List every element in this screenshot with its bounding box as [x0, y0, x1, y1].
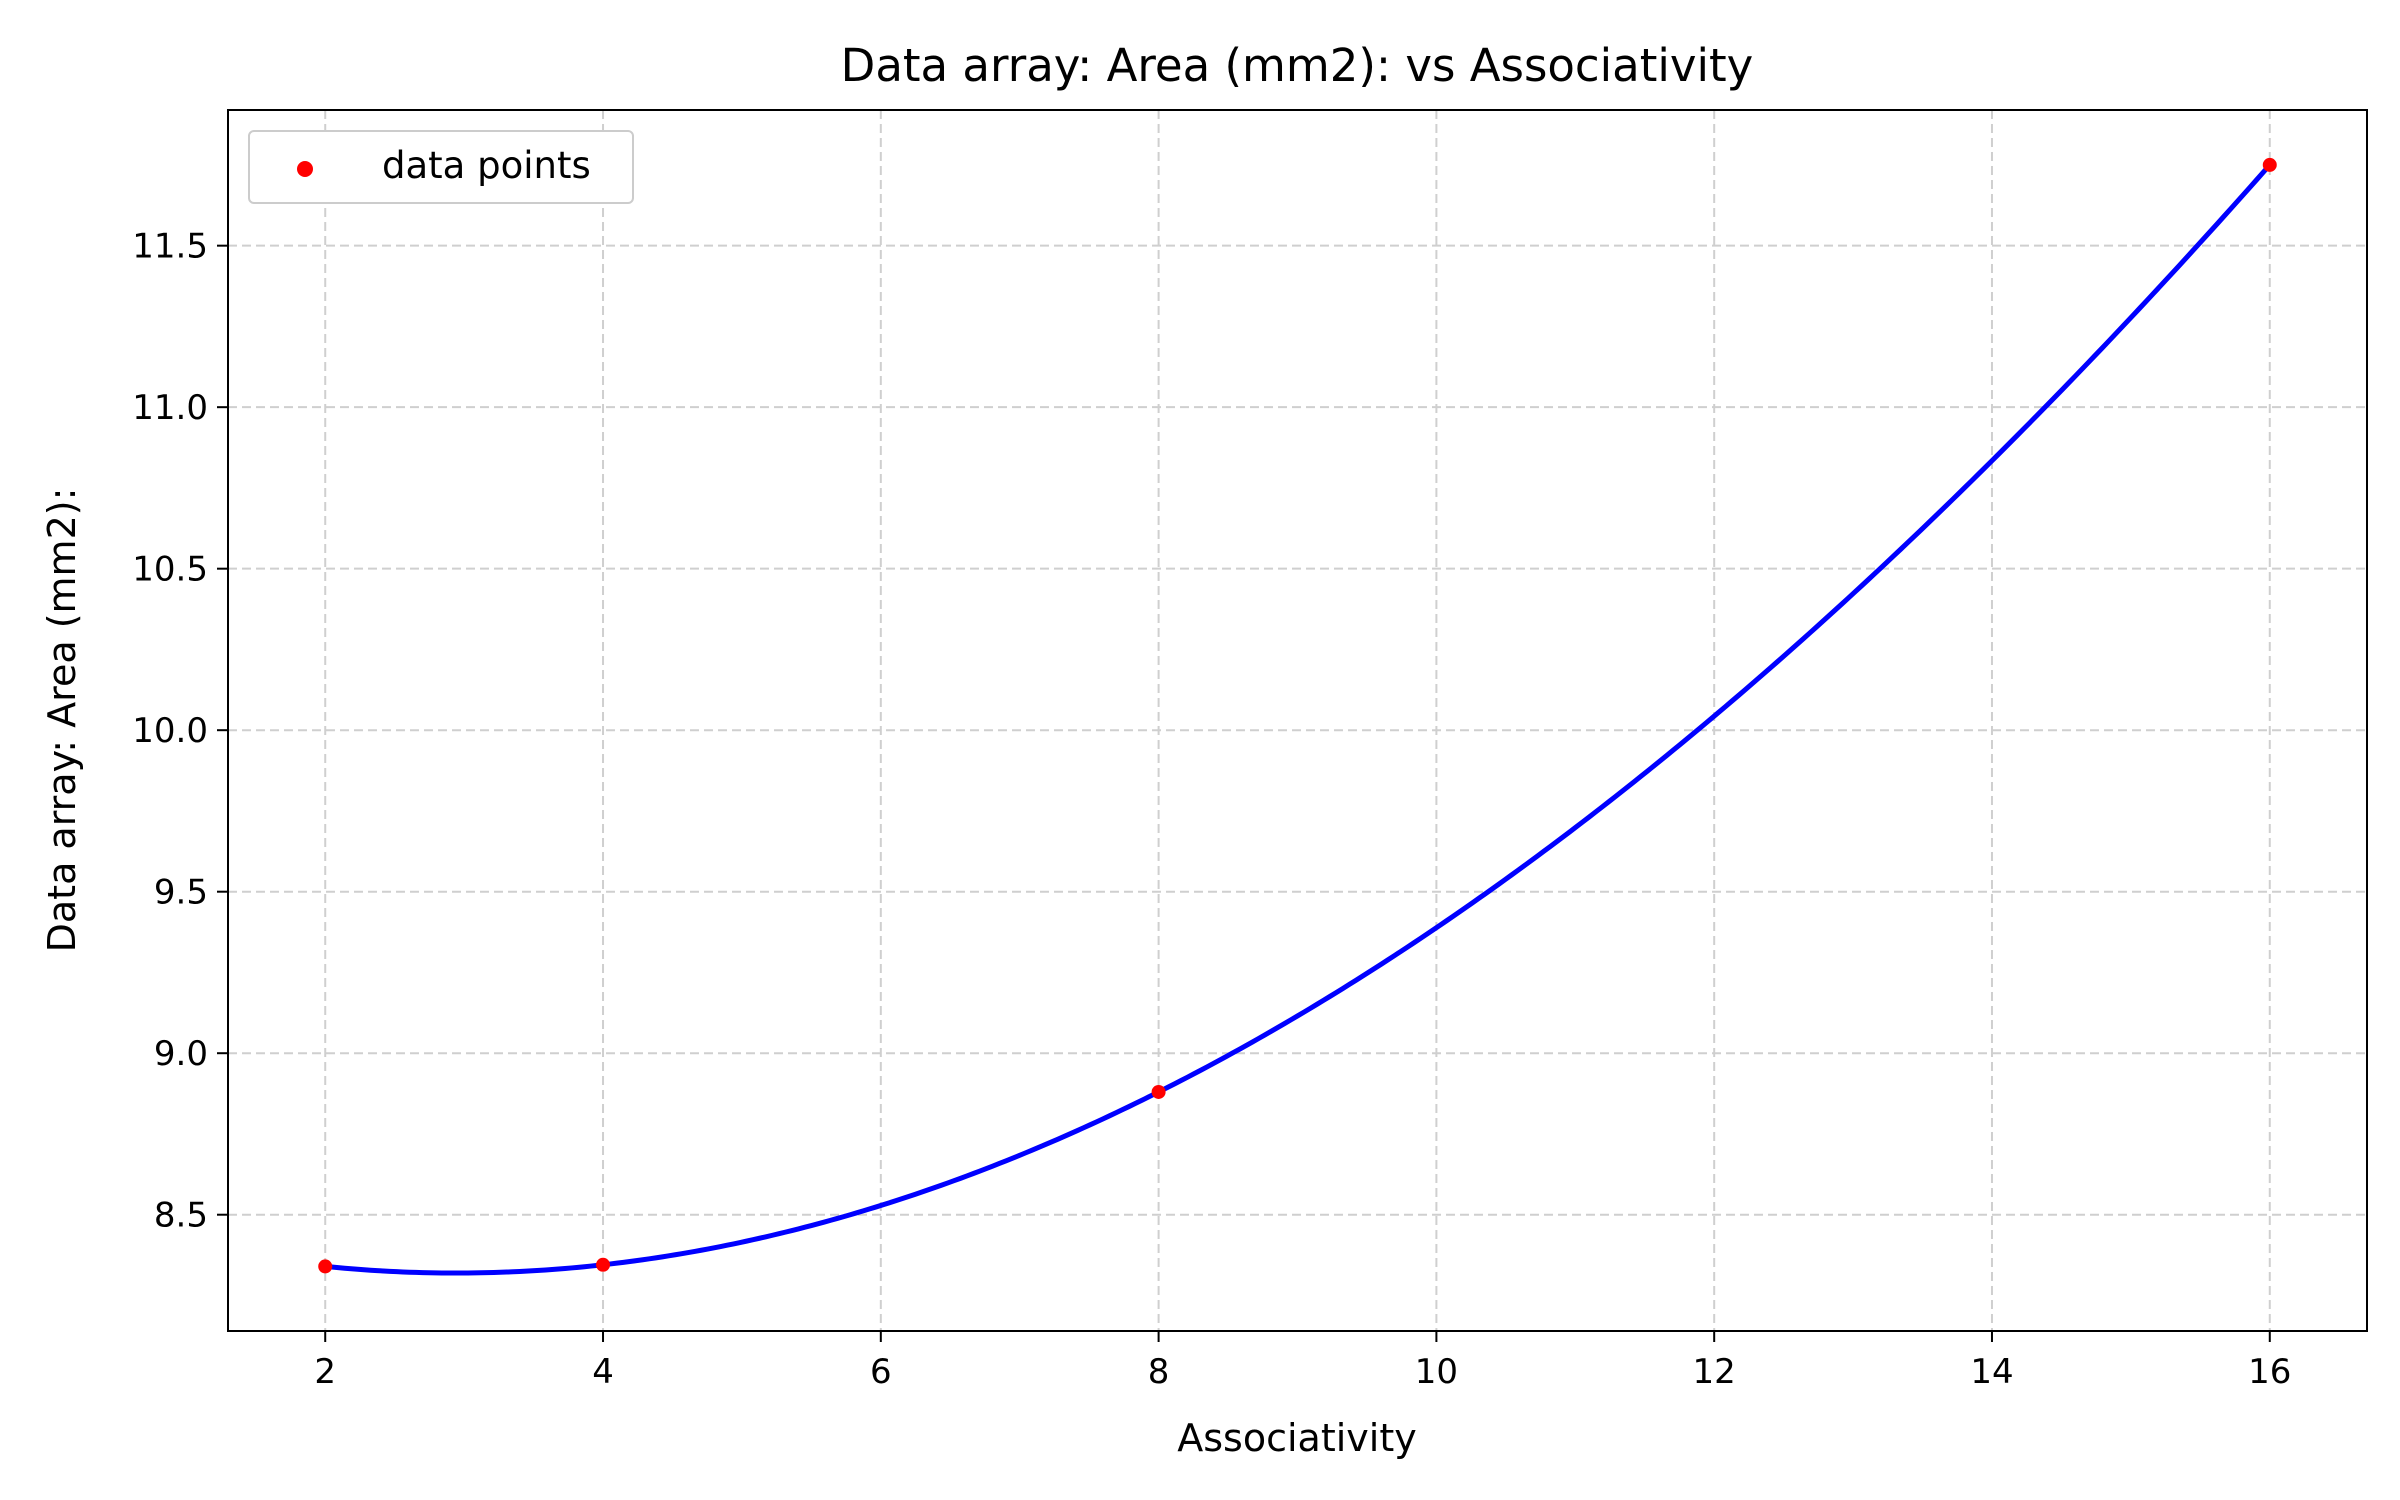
y-tick-label: 8.5 [154, 1196, 208, 1236]
grid [228, 110, 2367, 1331]
data-point [1151, 1084, 1166, 1099]
x-tick-label: 8 [1148, 1352, 1170, 1392]
y-tick-label: 11.5 [132, 227, 208, 267]
chart-title: Data array: Area (mm2): vs Associativity [841, 39, 1754, 92]
x-tick-label: 6 [870, 1352, 892, 1392]
x-tick-label: 10 [1415, 1352, 1458, 1392]
x-tick-label: 16 [2248, 1352, 2291, 1392]
x-axis-label: Associativity [1177, 1416, 1416, 1460]
plot-frame [227, 109, 2368, 1332]
data-point [2262, 157, 2277, 172]
y-tick-label: 10.5 [132, 550, 208, 590]
y-tick-label: 9.5 [154, 873, 208, 913]
x-axis: 2 4 6 8 10 12 14 16 [314, 1331, 2291, 1392]
plot-area [318, 157, 2277, 1276]
fit-curve [324, 163, 2272, 1276]
y-axis: 8.5 9.0 9.5 10.0 10.5 11.0 11.5 [132, 227, 228, 1236]
x-tick-label: 4 [592, 1352, 614, 1392]
x-tick-label: 2 [314, 1352, 336, 1392]
legend: data points [248, 130, 634, 204]
legend-marker [297, 161, 313, 177]
legend-label: data points [382, 144, 591, 187]
legend-box [248, 130, 634, 204]
y-tick-label: 9.0 [154, 1034, 208, 1074]
data-point [596, 1257, 611, 1272]
y-tick-label: 10.0 [132, 711, 208, 751]
data-point [318, 1259, 333, 1274]
x-tick-label: 14 [1970, 1352, 2013, 1392]
x-tick-label: 12 [1693, 1352, 1736, 1392]
y-tick-label: 11.0 [132, 388, 208, 428]
y-axis-label: Data array: Area (mm2): [40, 488, 84, 953]
